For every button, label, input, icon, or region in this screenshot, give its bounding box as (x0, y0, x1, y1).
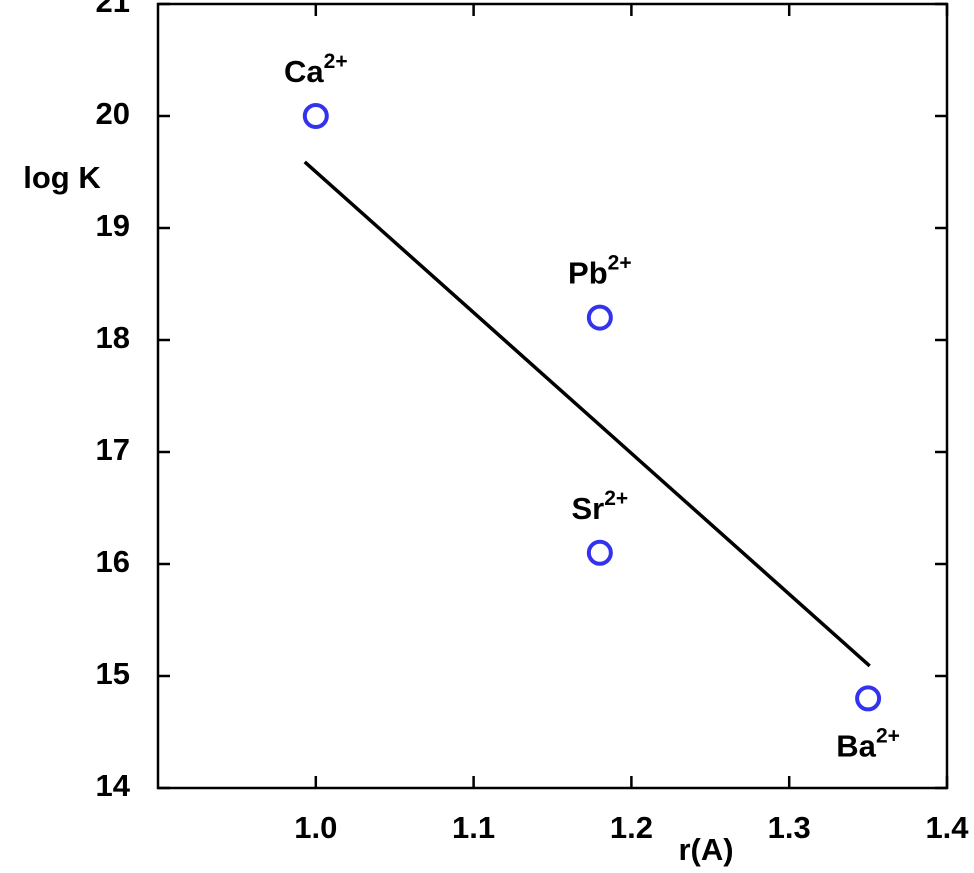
point-label-text: Sr (571, 491, 604, 526)
y-tick-label: 21 (96, 0, 130, 19)
x-tick-label: 1.0 (294, 810, 337, 845)
x-axis-label: r(A) (678, 832, 733, 867)
point-label-sup: 2+ (608, 251, 632, 274)
y-tick-label: 17 (96, 432, 130, 467)
point-label-text: Ba (836, 729, 876, 764)
y-tick-label: 14 (96, 768, 131, 803)
y-tick-label: 15 (96, 656, 130, 691)
point-label: Ca2+ (284, 50, 348, 90)
plot-frame (156, 2, 949, 790)
y-axis-label: log K (23, 160, 101, 195)
x-tick-label: 1.4 (925, 810, 969, 845)
data-point (586, 304, 613, 331)
data-point (302, 103, 329, 129)
y-tick-label: 18 (96, 320, 130, 355)
data-point (586, 539, 613, 566)
point-label-sup: 2+ (324, 50, 348, 73)
x-tick-label: 1.1 (452, 810, 495, 845)
x-tick-label: 1.2 (610, 810, 653, 845)
x-tick-label: 1.3 (768, 810, 811, 845)
point-label: Ba2+ (836, 724, 900, 764)
point-label: Pb2+ (568, 251, 632, 291)
point-label-sup: 2+ (604, 486, 628, 509)
point-label: Sr2+ (571, 486, 628, 526)
y-tick-label: 20 (96, 96, 130, 131)
point-label-text: Ca (284, 54, 324, 89)
point-label-text: Pb (568, 256, 608, 291)
y-tick-label: 19 (96, 208, 130, 243)
y-tick-label: 16 (96, 544, 130, 579)
point-label-sup: 2+ (876, 724, 900, 747)
data-point (855, 685, 882, 712)
fit-line (303, 160, 871, 668)
